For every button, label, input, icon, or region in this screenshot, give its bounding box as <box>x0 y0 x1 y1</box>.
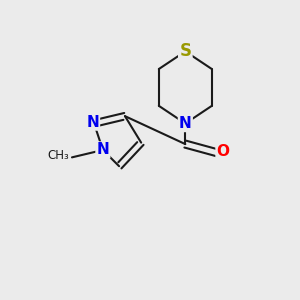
Text: CH₃: CH₃ <box>48 149 70 162</box>
Text: N: N <box>86 115 99 130</box>
Text: S: S <box>179 42 191 60</box>
Text: N: N <box>97 142 109 158</box>
Text: O: O <box>217 144 230 159</box>
Text: N: N <box>179 116 192 131</box>
